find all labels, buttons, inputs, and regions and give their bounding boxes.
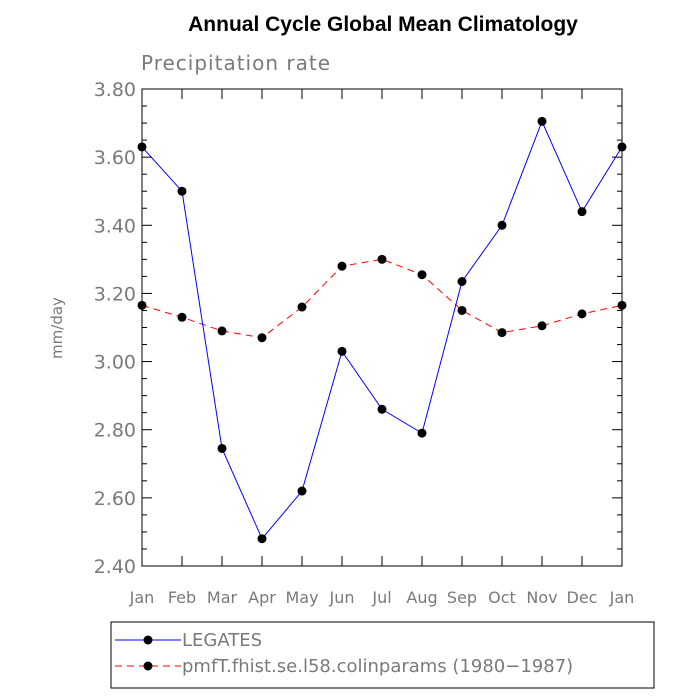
x-tick-label: Jan (129, 588, 155, 607)
data-point (537, 321, 547, 331)
legend: LEGATES pmfT.fhist.se.l58.colinparams (19… (110, 621, 655, 689)
series-layer (137, 116, 627, 544)
data-point (537, 116, 547, 126)
data-point (177, 186, 187, 196)
legend-marker (143, 661, 153, 671)
data-point (177, 312, 187, 322)
y-tick-label: 3.20 (94, 283, 136, 305)
x-tick-label: Sep (447, 588, 477, 607)
data-point (417, 270, 427, 280)
x-tick-label: Mar (207, 588, 238, 607)
plot-frame (141, 88, 623, 567)
y-tick-label: 2.40 (94, 556, 136, 578)
x-tick-label: Oct (488, 588, 516, 607)
legend-label: LEGATES (182, 630, 262, 651)
x-tick-label: Jan (609, 588, 635, 607)
data-point (457, 305, 467, 315)
x-tick-label: Aug (406, 588, 437, 607)
y-tick-label: 2.80 (94, 420, 136, 442)
data-point (257, 534, 267, 544)
data-point (137, 300, 147, 310)
x-tick-label: May (285, 588, 318, 607)
data-point (217, 326, 227, 336)
y-tick-label: 3.60 (94, 147, 136, 169)
legend-marker (143, 635, 153, 645)
y-tick-label: 3.80 (94, 79, 136, 101)
data-point (257, 333, 267, 343)
chart-subtitle: Precipitation rate (141, 51, 331, 75)
data-point (377, 404, 387, 414)
x-tick-label: Nov (526, 588, 557, 607)
y-tick-label: 3.40 (94, 215, 136, 237)
legend-label: pmfT.fhist.se.l58.colinparams (1980−1987… (182, 656, 573, 677)
data-point (497, 328, 507, 338)
data-point (337, 261, 347, 271)
axes: 2.40 2.60 2.80 3.00 3.20 3.40 3.60 3.80 Jan Feb Ma… (94, 79, 635, 607)
x-tick-label: Jul (371, 588, 391, 607)
y-tick-label: 3.00 (94, 352, 136, 374)
data-point (497, 220, 507, 230)
data-point (337, 346, 347, 356)
x-tick-label: Dec (567, 588, 598, 607)
x-tick-label: Feb (168, 588, 196, 607)
data-point (577, 309, 587, 319)
y-tick-label: 2.60 (94, 488, 136, 510)
data-point (617, 142, 627, 152)
data-point (457, 277, 467, 287)
data-point (377, 254, 387, 264)
data-point (617, 300, 627, 310)
data-point (217, 443, 227, 453)
data-point (297, 302, 307, 312)
chart-title: Annual Cycle Global Mean Climatology (188, 13, 578, 36)
data-point (417, 428, 427, 438)
data-point (297, 486, 307, 496)
legend-box (110, 621, 655, 689)
x-tick-label: Jun (329, 588, 355, 607)
series-line (141, 120, 623, 540)
data-point (577, 207, 587, 217)
x-tick-label: Apr (248, 588, 276, 607)
series-line (141, 258, 623, 339)
data-point (137, 142, 147, 152)
y-axis-label: mm/day (48, 297, 66, 359)
